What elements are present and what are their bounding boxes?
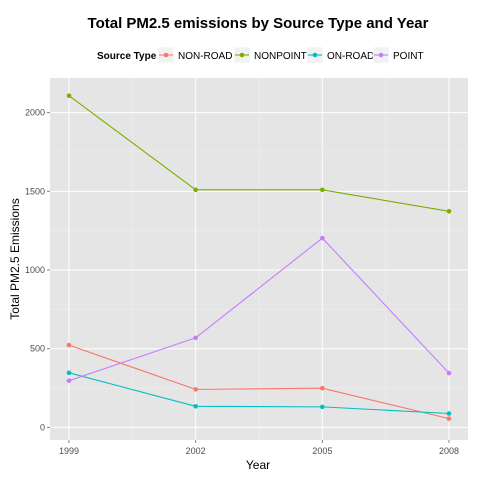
legend-title: Source Type	[97, 51, 157, 62]
data-point-non-road	[66, 342, 72, 348]
y-tick-label: 1500	[25, 186, 45, 196]
y-axis-title: Total PM2.5 Emissions	[8, 198, 22, 319]
x-tick-label: 1999	[59, 446, 79, 456]
data-point-nonpoint	[193, 187, 198, 193]
chart-title: Total PM2.5 emissions by Source Type and…	[88, 15, 429, 32]
legend-key-point	[239, 52, 245, 58]
x-axis: 1999 2002 2005 2008	[59, 440, 459, 456]
data-point-point	[66, 378, 72, 383]
x-tick-label: 2008	[439, 446, 459, 456]
x-tick-label: 2005	[312, 446, 332, 456]
series-line-on-road	[68, 372, 450, 415]
series-line-point	[68, 237, 450, 382]
legend-label: NONPOINT	[254, 51, 307, 62]
legend-item-non-road: NON-ROAD	[157, 46, 232, 64]
data-point-on-road	[66, 370, 72, 376]
legend-key-point	[163, 52, 169, 58]
legend-item-point: POINT	[372, 46, 424, 64]
x-tick-label: 2002	[186, 446, 206, 456]
data-point-nonpoint	[446, 208, 452, 214]
legend-label: ON-ROAD	[327, 51, 374, 62]
data-point-non-road	[193, 387, 198, 392]
data-point-on-road	[320, 404, 325, 410]
data-point-nonpoint	[66, 93, 72, 98]
data-point-point	[446, 370, 452, 376]
series-on-road	[66, 370, 452, 416]
y-tick-label: 1000	[25, 265, 45, 275]
series-group	[66, 93, 452, 421]
legend-key-point	[378, 52, 384, 58]
y-tick-label: 2000	[25, 108, 45, 118]
legend-label: POINT	[393, 51, 424, 62]
data-point-on-road	[446, 411, 452, 416]
series-line-nonpoint	[68, 95, 450, 212]
grid	[50, 78, 468, 440]
data-point-on-road	[193, 403, 198, 409]
data-point-point	[193, 335, 198, 341]
legend: Source Type NON-ROAD NONPOINT ON-ROAD POINT	[97, 46, 424, 64]
series-point	[66, 235, 452, 383]
y-tick-label: 500	[30, 344, 45, 354]
data-point-point	[320, 235, 325, 241]
x-axis-title: Year	[246, 458, 270, 472]
legend-item-nonpoint: NONPOINT	[233, 46, 307, 64]
data-point-non-road	[320, 385, 325, 391]
y-tick-label: 0	[40, 422, 45, 432]
series-non-road	[66, 342, 452, 421]
data-point-non-road	[446, 416, 452, 421]
y-axis: 0 500 1000 1500 2000	[25, 108, 50, 432]
legend-item-on-road: ON-ROAD	[306, 46, 374, 64]
series-nonpoint	[66, 93, 452, 214]
legend-label: NON-ROAD	[178, 51, 232, 62]
legend-key-point	[312, 52, 318, 58]
data-point-nonpoint	[320, 187, 325, 193]
series-line-non-road	[68, 344, 450, 420]
